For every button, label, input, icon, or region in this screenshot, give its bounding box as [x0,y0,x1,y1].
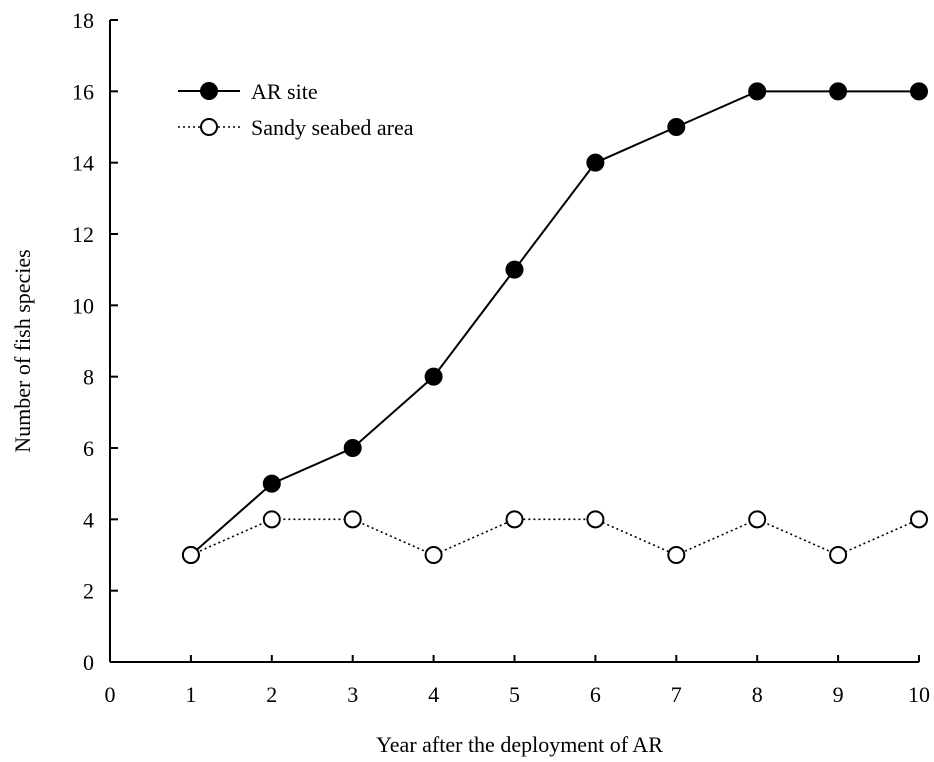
series-line [190,90,919,556]
x-tick-label: 4 [428,682,439,707]
data-point [829,82,848,101]
y-tick-label: 10 [72,293,94,318]
legend-marker [200,118,218,136]
y-tick-label: 8 [83,365,94,390]
data-point [262,474,281,493]
y-tick-label: 18 [72,8,94,33]
data-point [667,546,686,564]
y-tick-label: 12 [72,222,94,247]
data-point [829,546,848,564]
x-tick-label: 7 [671,682,682,707]
data-point [586,510,605,529]
y-tick-label: 14 [72,151,94,176]
x-tick-label: 9 [833,682,844,707]
data-point [505,260,524,279]
x-tick-label: 5 [509,682,520,707]
y-tick-label: 6 [83,436,94,461]
series-line [190,518,920,556]
legend-marker [200,82,218,100]
x-axis-title: Year after the deployment of AR [376,732,663,757]
series-layer [181,82,928,564]
legend-label: AR site [251,79,318,104]
data-point [910,510,928,529]
data-point [262,510,281,529]
legend-label: Sandy seabed area [251,115,414,140]
legend: AR site Sandy seabed area [178,79,414,140]
y-tick-label: 4 [83,507,94,532]
data-point [181,546,200,564]
data-point [343,510,362,529]
y-tick-label: 0 [83,650,94,675]
data-point [748,510,767,529]
x-axis-ticks: 0 1 2 3 4 5 6 7 8 9 10 [105,655,930,707]
y-tick-label: 2 [83,579,94,604]
data-point [424,367,443,386]
data-point [424,546,443,564]
y-axis-ticks: 0 2 4 6 8 10 12 14 16 18 [72,8,118,675]
legend-item: Sandy seabed area [178,115,414,140]
x-tick-label: 1 [185,682,196,707]
series-ar-site [181,82,928,564]
axes [109,20,919,663]
x-tick-label: 6 [590,682,601,707]
y-axis-title: Number of fish species [10,249,35,452]
x-tick-label: 10 [908,682,930,707]
data-point [343,439,362,457]
x-tick-label: 3 [347,682,358,707]
data-point [505,510,524,529]
data-point [910,82,928,101]
x-tick-label: 8 [752,682,763,707]
data-point [748,82,767,101]
data-point [586,153,605,172]
x-tick-label: 0 [105,682,116,707]
series-sandy-seabed-area [181,510,928,564]
data-point [667,118,686,136]
legend-item: AR site [178,79,318,104]
x-tick-label: 2 [266,682,277,707]
y-tick-label: 16 [72,79,94,104]
